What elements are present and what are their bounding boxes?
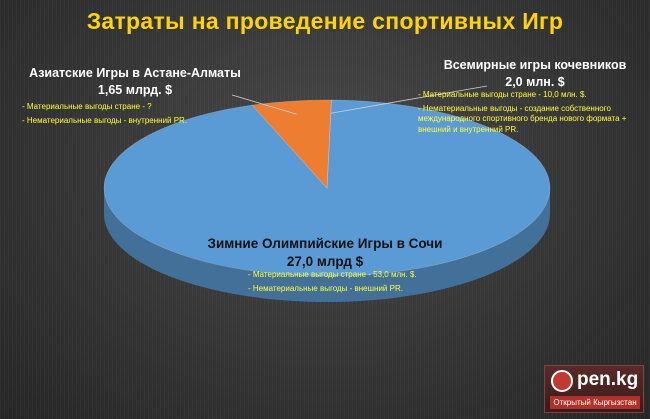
slice-label-asian-games: Азиатские Игры в Астане-Алматы 1,65 млрд… <box>10 66 260 97</box>
slice-notes-sochi: - Материальные выгоды стране - 53,0 млн.… <box>248 270 478 297</box>
slice-notes-asian-games: - Материальные выгоды стране - ? - Немат… <box>22 102 252 129</box>
pie-slice <box>326 99 332 189</box>
note-line: - Материальные выгоды стране - 10,0 млн.… <box>418 90 587 99</box>
slice-label-sochi: Зимние Олимпийские Игры в Сочи 27,0 млрд… <box>200 236 450 269</box>
pie-slice <box>103 99 551 277</box>
slice-value: 27,0 млрд $ <box>286 254 364 269</box>
slice-name: Азиатские Игры в Астане-Алматы <box>29 66 241 80</box>
note-line: - Материальные выгоды стране - ? <box>22 102 152 111</box>
note-line: - Нематериальные выгоды - внутренний PR. <box>22 115 188 125</box>
note-line: - Нематериальные выгоды - создание собст… <box>418 103 627 134</box>
chart-title: Затраты на проведение спортивных Игр <box>86 8 564 34</box>
slice-value: 1,65 млрд. $ <box>97 83 173 97</box>
slice-notes-nomad-games: - Материальные выгоды стране - 10,0 млн.… <box>418 90 643 138</box>
leader-line <box>231 94 297 115</box>
note-line: - Нематериальные выгоды - внешний PR. <box>248 283 403 293</box>
slice-name: Зимние Олимпийские Игры в Сочи <box>207 236 443 251</box>
leader-line <box>330 85 488 114</box>
slice-name: Всемирные игры кочевников <box>443 58 627 72</box>
slice-label-nomad-games: Всемирные игры кочевников 2,0 млн. $ <box>430 58 640 89</box>
pie-slice <box>251 99 332 189</box>
slice-value: 2,0 млн. $ <box>505 75 565 89</box>
note-line: - Материальные выгоды стране - 53,0 млн.… <box>248 270 417 279</box>
site-logo[interactable]: pen.kg Открытый Кыргызстан <box>544 365 644 413</box>
logo-subtitle: Открытый Кыргызстан <box>550 396 640 409</box>
pie-slice-side <box>104 188 550 302</box>
logo-icon <box>551 370 573 392</box>
logo-text: pen.kg <box>577 369 639 390</box>
